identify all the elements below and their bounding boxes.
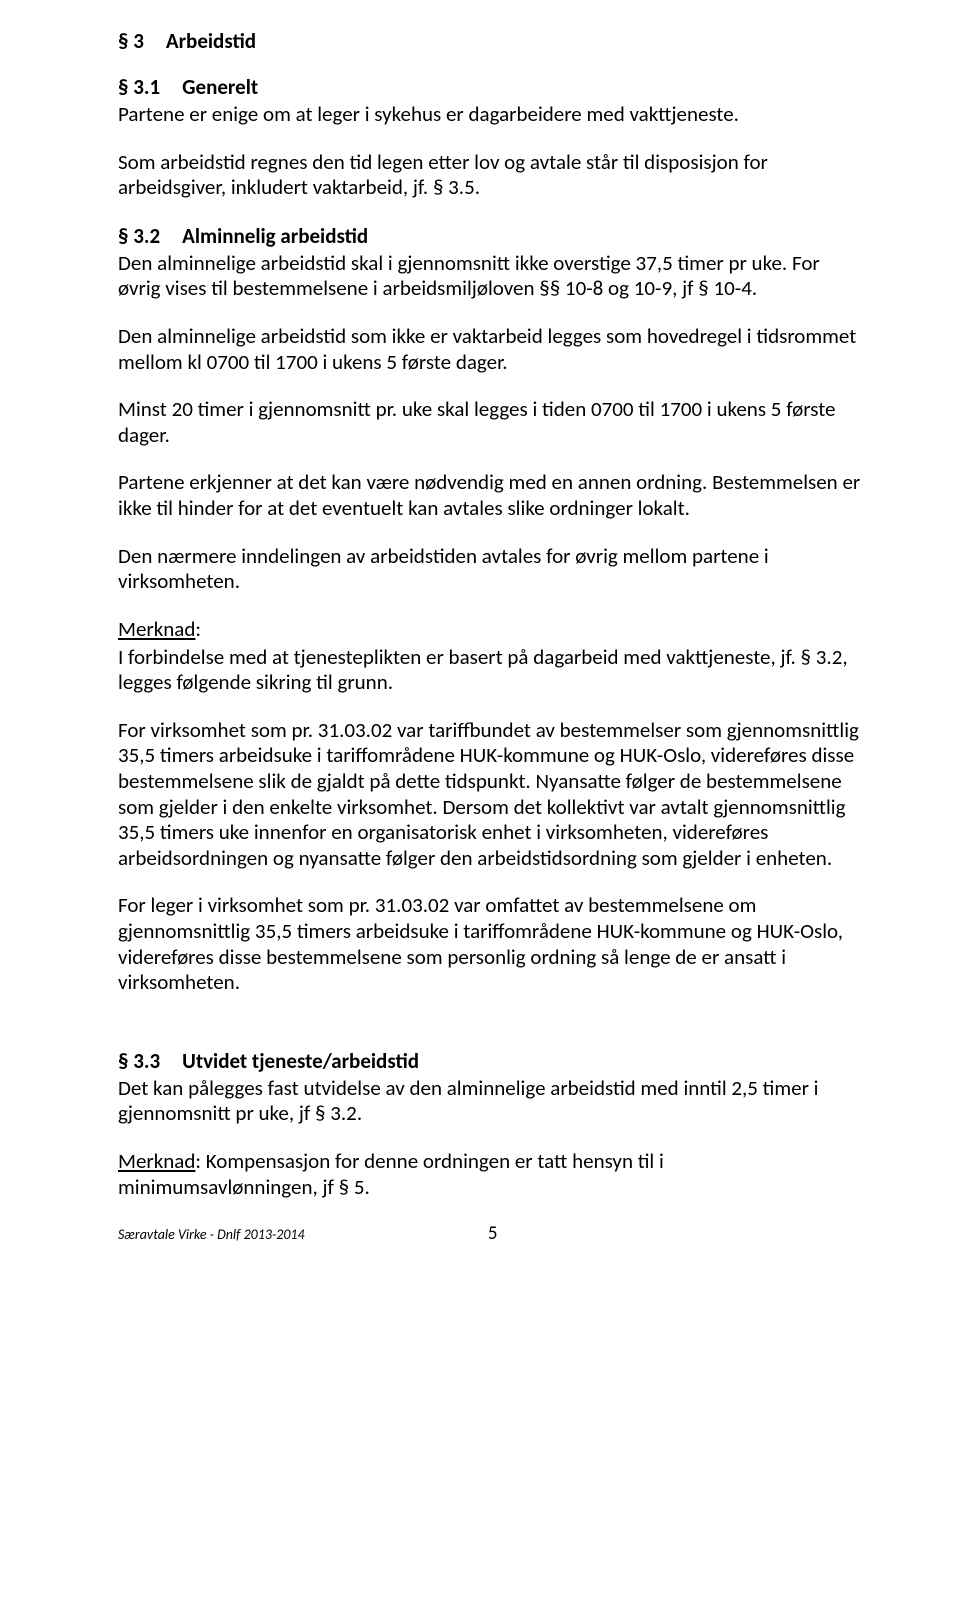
heading-text: Alminnelig arbeidstid (182, 223, 368, 249)
heading-text: Arbeidstid (166, 28, 256, 54)
merknad-label: Merknad: (118, 617, 862, 643)
paragraph: I forbindelse med at tjenesteplikten er … (118, 645, 862, 696)
paragraph: Merknad: Kompensasjon for denne ordninge… (118, 1149, 862, 1200)
paragraph: Partene erkjenner at det kan være nødven… (118, 470, 862, 521)
paragraph: Den alminnelige arbeidstid skal i gjenno… (118, 251, 862, 302)
merknad-underline: Merknad (118, 616, 195, 642)
heading-section-3-2: § 3.2 Alminnelig arbeidstid (118, 223, 862, 249)
paragraph: For leger i virksomhet som pr. 31.03.02 … (118, 893, 862, 995)
paragraph: For virksomhet som pr. 31.03.02 var tari… (118, 718, 862, 872)
paragraph: Som arbeidstid regnes den tid legen ette… (118, 150, 862, 201)
heading-number: § 3.3 (118, 1048, 160, 1074)
heading-text: Generelt (182, 74, 258, 100)
heading-text: Utvidet tjeneste/arbeidstid (182, 1048, 419, 1074)
heading-number: § 3.2 (118, 223, 160, 249)
paragraph: Partene er enige om at leger i sykehus e… (118, 102, 862, 128)
paragraph: Det kan pålegges fast utvidelse av den a… (118, 1076, 862, 1127)
heading-number: § 3.1 (118, 74, 160, 100)
paragraph: Den nærmere inndelingen av arbeidstiden … (118, 544, 862, 595)
paragraph-rest: : Kompensasjon for denne ordningen er ta… (118, 1148, 664, 1200)
document-page: § 3 Arbeidstid § 3.1 Generelt Partene er e… (0, 0, 960, 1275)
page-footer: Særavtale Virke - Dnlf 2013-2014 5 (118, 1222, 862, 1245)
spacer (118, 1018, 862, 1048)
heading-number: § 3 (118, 28, 144, 54)
paragraph: Minst 20 timer i gjennomsnitt pr. uke sk… (118, 397, 862, 448)
footer-left-text: Særavtale Virke - Dnlf 2013-2014 (118, 1226, 305, 1243)
heading-section-3-1: § 3.1 Generelt (118, 74, 862, 100)
page-number: 5 (488, 1222, 498, 1245)
heading-section-3: § 3 Arbeidstid (118, 28, 862, 54)
paragraph: Den alminnelige arbeidstid som ikke er v… (118, 324, 862, 375)
heading-section-3-3: § 3.3 Utvidet tjeneste/arbeidstid (118, 1048, 862, 1074)
merknad-underline: Merknad (118, 1148, 195, 1174)
merknad-colon: : (195, 616, 201, 642)
